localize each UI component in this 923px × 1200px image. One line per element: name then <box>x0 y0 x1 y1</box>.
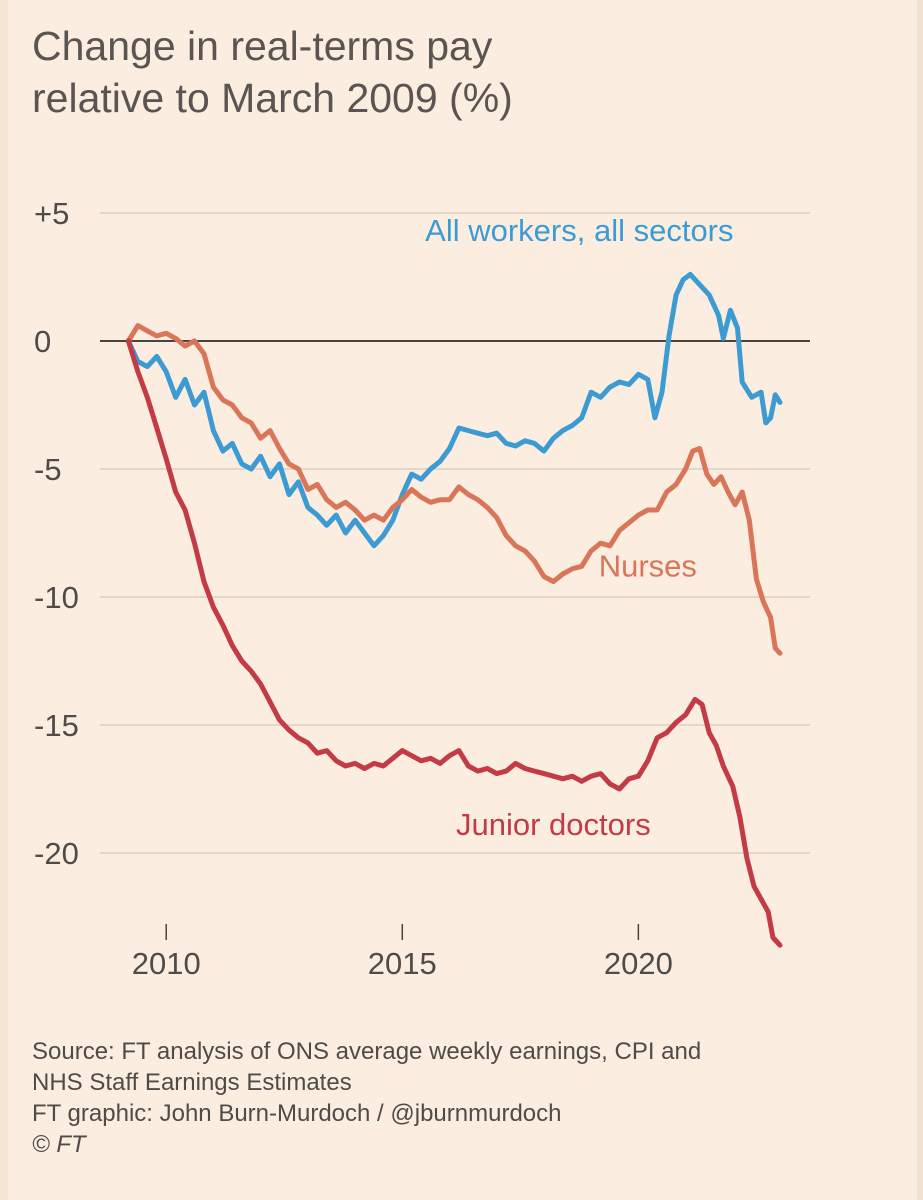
x-tick-label: 2020 <box>604 946 673 981</box>
x-tick-label: 2015 <box>368 946 437 981</box>
series-line-junior-doctors <box>125 338 783 948</box>
x-tick-label: 2010 <box>132 946 201 981</box>
chart-title-line-2: relative to March 2009 (%) <box>32 75 513 121</box>
left-edge-strip <box>0 0 8 1200</box>
chart-footer: Source: FT analysis of ONS average weekl… <box>32 1036 912 1160</box>
y-tick-label: +5 <box>34 196 69 231</box>
annotation-all-workers-all-sectors: All workers, all sectors <box>425 213 733 248</box>
annotation-nurses: Nurses <box>599 549 697 584</box>
y-tick-label: 0 <box>34 324 51 359</box>
line-chart: +5 0 -5 -10 -15 -20 2010 2015 2020 All workers,… <box>34 196 810 981</box>
grid-layer <box>100 212 810 854</box>
y-tick-label: -5 <box>34 452 62 487</box>
source-line-1: Source: FT analysis of ONS average weekl… <box>32 1038 702 1065</box>
y-tick-label: -20 <box>34 836 79 871</box>
series-line-all-workers-all-sectors <box>125 271 783 549</box>
graphic-credit: FT graphic: John Burn-Murdoch / @jburnmu… <box>32 1100 562 1127</box>
chart-title-line-1: Change in real-terms pay <box>32 23 493 69</box>
x-axis: 2010 2015 2020 <box>132 924 673 981</box>
source-line-2: NHS Staff Earnings Estimates <box>32 1069 352 1096</box>
right-edge-strip <box>917 0 923 1200</box>
series-line-nurses <box>125 323 783 656</box>
y-tick-label: -10 <box>34 580 79 615</box>
y-tick-label: -15 <box>34 708 79 743</box>
y-axis-tick-labels: +5 0 -5 -10 -15 -20 <box>34 196 79 871</box>
series-annotations: All workers, all sectors Nurses Junior doc… <box>425 213 733 842</box>
series-layer <box>125 271 783 948</box>
copyright: © FT <box>32 1131 86 1158</box>
chart-title: Change in real-terms pay relative to Mar… <box>32 20 892 124</box>
annotation-junior-doctors: Junior doctors <box>456 807 651 842</box>
